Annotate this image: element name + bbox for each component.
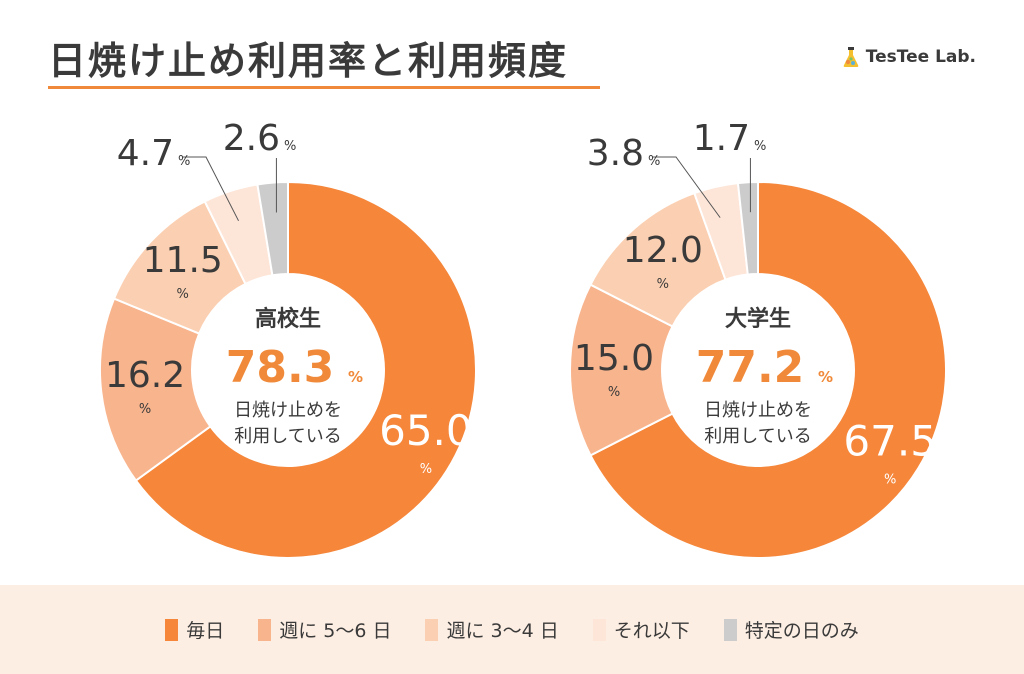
center-caption: 利用している bbox=[234, 426, 341, 447]
legend-item-daily: 毎日 bbox=[165, 616, 224, 643]
legend-label: それ以下 bbox=[613, 620, 690, 642]
brand-logo: TesTee Lab. bbox=[842, 46, 976, 68]
legend-item-less: それ以下 bbox=[592, 616, 690, 643]
data-label-unit: % bbox=[284, 139, 296, 154]
leader-line bbox=[182, 156, 239, 222]
data-label: 67.5 bbox=[843, 416, 937, 465]
data-label: 4.7 bbox=[117, 133, 174, 174]
center-rate-unit: % bbox=[818, 368, 833, 386]
legend-swatch bbox=[592, 618, 606, 641]
center-caption: 日焼け止めを bbox=[234, 400, 342, 421]
title-underline bbox=[48, 86, 600, 89]
legend-item-5-6-days: 週に 5〜6 日 bbox=[258, 616, 391, 643]
center-rate: 78.3 bbox=[226, 342, 335, 393]
legend-swatch bbox=[425, 618, 439, 641]
data-label-unit: % bbox=[139, 402, 151, 417]
center-rate-unit: % bbox=[348, 368, 363, 386]
data-label: 3.8 bbox=[587, 133, 644, 174]
legend-label: 週に 3〜4 日 bbox=[446, 620, 559, 642]
data-label: 2.6 bbox=[223, 118, 280, 159]
data-label: 15.0 bbox=[574, 338, 654, 379]
donut-high-school: 65.0% 16.2% 11.5% 4.7 % 2.6 % 高校生 78.3 % 日焼け止めを利用し… bbox=[99, 118, 477, 559]
legend-swatch bbox=[165, 618, 179, 641]
data-label-unit: % bbox=[420, 462, 432, 477]
data-label: 11.5 bbox=[143, 240, 223, 281]
legend-swatch bbox=[258, 618, 272, 641]
legend-item-specific-days: 特定の日のみ bbox=[723, 616, 859, 643]
data-label: 16.2 bbox=[105, 355, 185, 396]
data-label-unit: % bbox=[178, 154, 190, 169]
data-label: 12.0 bbox=[623, 230, 703, 271]
brand-name: TesTee Lab. bbox=[865, 47, 976, 67]
data-label-unit: % bbox=[177, 287, 189, 302]
legend-label: 週に 5〜6 日 bbox=[279, 620, 392, 642]
legend-item-3-4-days: 週に 3〜4 日 bbox=[425, 616, 559, 643]
data-label: 65.0 bbox=[379, 406, 473, 455]
leader-line bbox=[652, 156, 721, 218]
center-title: 高校生 bbox=[255, 306, 321, 332]
data-label-unit: % bbox=[648, 154, 660, 169]
data-label: 1.7 bbox=[693, 118, 750, 159]
legend-label: 毎日 bbox=[186, 620, 225, 642]
slice-specific-days bbox=[736, 180, 759, 276]
slice-5-6-days bbox=[99, 297, 212, 482]
data-label-unit: % bbox=[884, 472, 896, 487]
donut-university: 67.5% 15.0% 12.0% 3.8 % 1.7 % 大学生 77.2 % 日焼け止めを利用し… bbox=[569, 118, 947, 559]
slice-specific-days bbox=[256, 180, 289, 277]
slice-daily bbox=[589, 180, 947, 559]
slice-daily bbox=[134, 180, 477, 559]
center-title: 大学生 bbox=[725, 306, 791, 332]
data-label-unit: % bbox=[754, 139, 766, 154]
flask-icon bbox=[843, 47, 859, 67]
legend: 毎日 週に 5〜6 日 週に 3〜4 日 それ以下 特定の日のみ bbox=[0, 585, 1024, 674]
legend-label: 特定の日のみ bbox=[744, 620, 859, 642]
data-label-unit: % bbox=[608, 385, 620, 400]
center-caption: 日焼け止めを bbox=[704, 400, 812, 421]
chart-title: 日焼け止め利用率と利用頻度 bbox=[48, 39, 569, 83]
legend-swatch bbox=[723, 618, 737, 641]
center-caption: 利用している bbox=[704, 426, 811, 447]
data-label-unit: % bbox=[657, 277, 669, 292]
center-rate: 77.2 bbox=[696, 342, 805, 393]
